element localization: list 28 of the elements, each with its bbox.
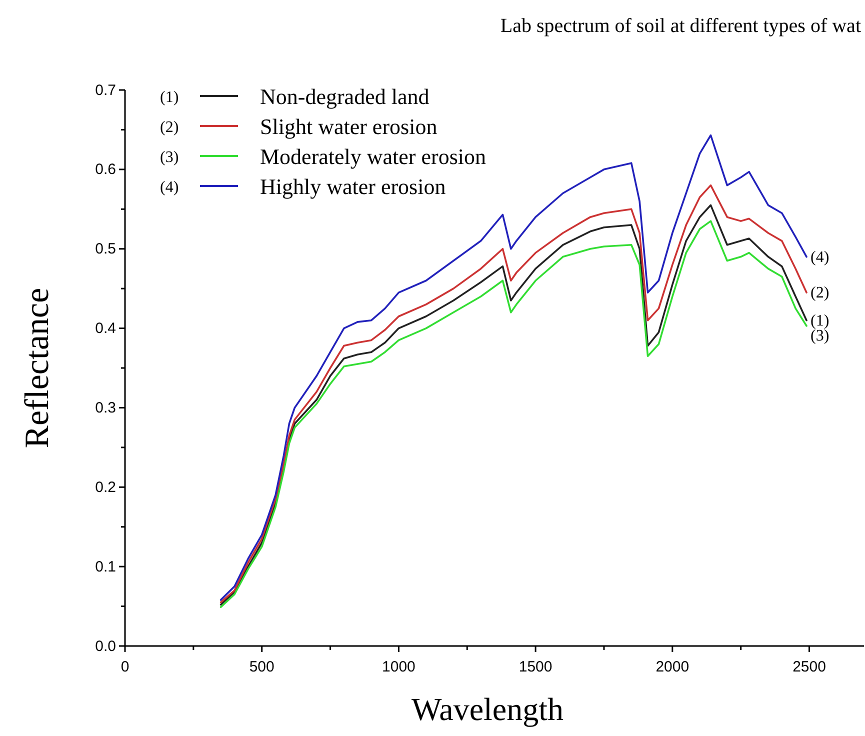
- chart-title: Lab spectrum of soil at different types of wat: [500, 15, 862, 37]
- legend-label: Slight water erosion: [260, 114, 438, 139]
- annotation: (1): [810, 312, 830, 330]
- legend-label: Highly water erosion: [260, 174, 446, 199]
- x-tick-label: 2000: [656, 658, 690, 676]
- text: (2): [160, 119, 179, 136]
- y-tick-label: 0.7: [95, 82, 116, 99]
- y-tick-label: 0.3: [95, 400, 116, 417]
- text: (1): [160, 89, 179, 106]
- legend-label: Non-degraded land: [260, 84, 430, 109]
- x-tick-label: 2500: [792, 658, 826, 676]
- y-axis-title: Reflectance: [19, 288, 56, 448]
- text: (3): [160, 149, 179, 166]
- y-tick-label: 0.0: [95, 638, 116, 655]
- x-tick-label: 0: [120, 658, 130, 676]
- annotation: (4): [810, 248, 830, 266]
- y-tick-label: 0.1: [95, 558, 116, 576]
- text: (4): [160, 179, 179, 196]
- y-tick-label: 0.2: [95, 478, 116, 496]
- y-tick-label: 0.6: [95, 161, 116, 178]
- legend-label: Moderately water erosion: [260, 144, 486, 169]
- annotation: (2): [810, 284, 830, 302]
- x-axis-title: Wavelength: [411, 691, 564, 727]
- y-tick-label: 0.5: [95, 240, 116, 258]
- y-tick-label: 0.4: [95, 320, 116, 338]
- x-tick-label: 1000: [382, 658, 416, 676]
- x-tick-label: 1500: [518, 658, 552, 676]
- x-tick-label: 500: [249, 658, 274, 676]
